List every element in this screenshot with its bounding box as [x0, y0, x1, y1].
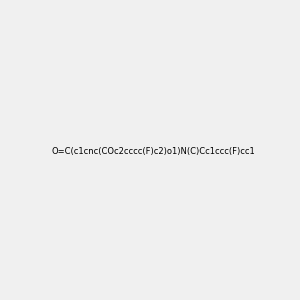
Text: O=C(c1cnc(COc2cccc(F)c2)o1)N(C)Cc1ccc(F)cc1: O=C(c1cnc(COc2cccc(F)c2)o1)N(C)Cc1ccc(F)… — [52, 147, 256, 156]
